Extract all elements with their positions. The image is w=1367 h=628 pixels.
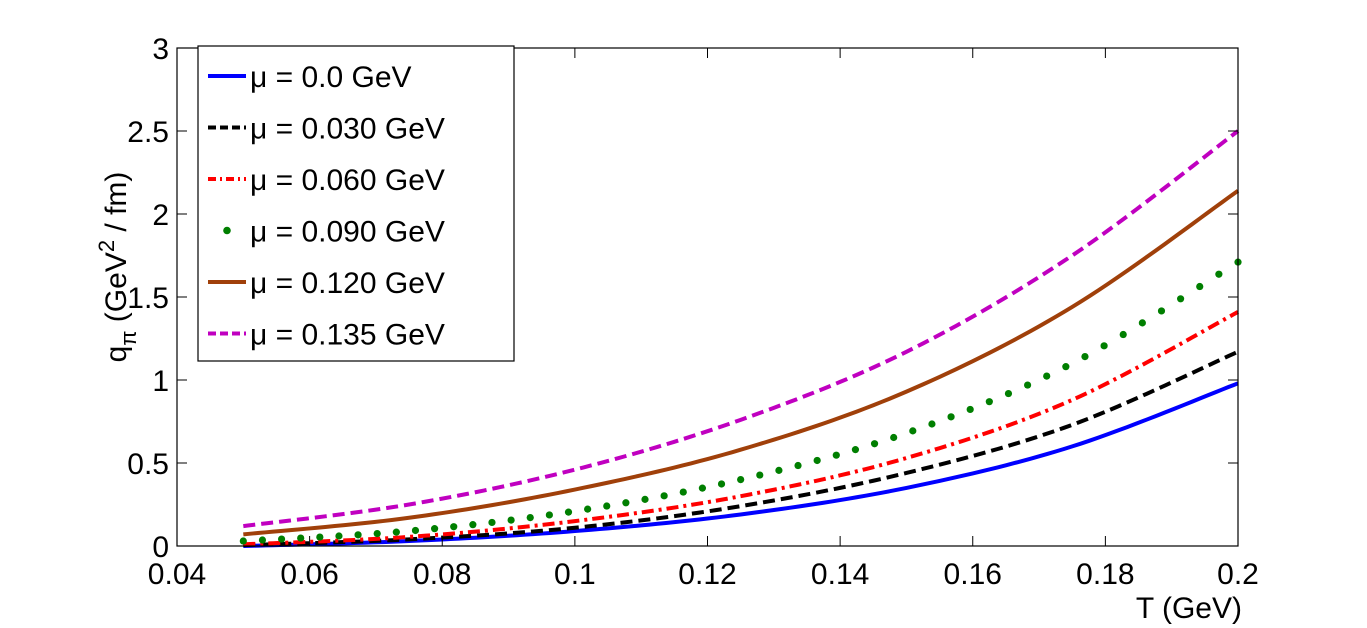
y-axis-title: qπ (GeV2 / fm)	[94, 172, 141, 363]
series-3-point	[469, 521, 477, 529]
series-3-point	[1004, 389, 1013, 398]
x-tick-label: 0.2	[1217, 558, 1259, 591]
y-axis-title-unit-end: / fm)	[100, 172, 133, 240]
legend-label-0: μ = 0.0 GeV	[250, 61, 412, 94]
legend: μ = 0.0 GeV μ = 0.030 GeV μ = 0.060 GeV μ =…	[197, 45, 515, 362]
x-tick-label: 0.04	[148, 558, 206, 591]
series-3-markers	[239, 258, 1242, 545]
series-3-point	[507, 516, 515, 524]
series-3-point	[775, 466, 783, 474]
series-3-point	[1062, 363, 1070, 371]
y-tick-label: 3	[152, 33, 169, 66]
series-5-line	[243, 129, 1240, 529]
legend-box	[197, 45, 515, 362]
series-3-point	[316, 533, 324, 541]
series-3-point	[277, 535, 286, 543]
series-3-point	[603, 502, 611, 510]
series-3-point	[622, 499, 630, 507]
legend-label-2: μ = 0.060 GeV	[250, 164, 445, 197]
series-3-point	[258, 536, 267, 544]
legend-label-5: μ = 0.135 GeV	[250, 319, 445, 352]
series-3-point	[1138, 319, 1146, 327]
series-3-point	[737, 476, 745, 484]
series-3-point	[928, 420, 936, 428]
x-tick-label: 0.08	[413, 558, 471, 591]
y-axis-title-sup: 2	[94, 240, 119, 252]
series-3-point	[1196, 282, 1204, 291]
series-3-point	[1100, 342, 1108, 350]
y-axis-title-main: q	[100, 346, 133, 363]
series-3-point	[794, 461, 802, 470]
series-3-point	[373, 529, 381, 538]
series-3-point	[297, 534, 305, 542]
legend-label-3: μ = 0.090 GeV	[250, 216, 445, 249]
series-3-point	[239, 537, 247, 545]
y-axis-title-sub: π	[116, 331, 141, 346]
series-3-point	[1043, 372, 1051, 380]
series-3-point	[1177, 295, 1185, 303]
x-tick-label: 0.16	[944, 558, 1002, 591]
series-3-point	[756, 471, 764, 479]
series-3-point	[698, 484, 707, 492]
legend-swatch-3	[223, 226, 231, 235]
series-3-point	[1215, 270, 1223, 278]
series-3-point	[985, 398, 993, 406]
series-3-point	[488, 518, 496, 527]
y-tick-label: 2	[152, 199, 169, 232]
y-axis-title-group: qπ (GeV2 / fm)	[94, 172, 141, 363]
series-3-point	[1023, 381, 1032, 389]
y-tick-label: 0.5	[127, 448, 169, 481]
series-3-point	[909, 427, 917, 435]
series-1-line	[243, 349, 1239, 548]
series-3-point	[890, 433, 898, 442]
series-3-point	[870, 440, 879, 448]
series-3-point	[584, 505, 592, 513]
series-3-point	[1081, 353, 1089, 361]
x-tick-label: 0.12	[678, 558, 736, 591]
series-2-line	[243, 310, 1239, 547]
series-3-point	[851, 446, 860, 454]
x-tick-label: 0.14	[811, 558, 869, 591]
x-tick-label: 0.18	[1076, 558, 1134, 591]
series-3-point	[832, 451, 840, 459]
series-3-point	[545, 511, 553, 519]
series-4-line	[243, 189, 1240, 537]
x-axis-title: T (GeV)	[1136, 592, 1242, 625]
legend-label-1: μ = 0.030 GeV	[250, 113, 445, 146]
legend-label-4: μ = 0.120 GeV	[250, 267, 445, 300]
series-3-point	[660, 492, 668, 500]
series-3-point	[526, 514, 534, 522]
series-3-point	[411, 526, 420, 535]
axes-layer: 0.04 0.06 0.08 0.1 0.12 0.14 0.16 0.18 0.2 0 0.5 1 1…	[94, 33, 1259, 625]
series-3-point	[1157, 307, 1166, 315]
y-tick-label: 2.5	[127, 116, 169, 149]
series-3-point	[392, 528, 400, 536]
series-3-point	[354, 531, 362, 539]
series-3-point	[966, 405, 974, 414]
series-3-point	[813, 456, 821, 465]
y-tick-label: 1	[152, 365, 169, 398]
series-3-point	[450, 523, 458, 531]
series-3-point	[1119, 330, 1127, 339]
y-tick-label: 1.5	[127, 282, 169, 315]
series-3-point	[564, 508, 573, 516]
series-3-point	[679, 488, 687, 496]
series-layer	[239, 129, 1242, 548]
series-3-point	[335, 532, 343, 540]
series-3-point	[641, 495, 649, 503]
y-axis-title-unit: (GeV	[100, 252, 133, 330]
y-tick-label: 0	[152, 531, 169, 564]
series-3-point	[717, 480, 726, 488]
x-tick-label: 0.1	[554, 558, 596, 591]
series-3-point	[947, 413, 955, 421]
series-3-point	[431, 525, 439, 533]
x-tick-label: 0.06	[280, 558, 338, 591]
